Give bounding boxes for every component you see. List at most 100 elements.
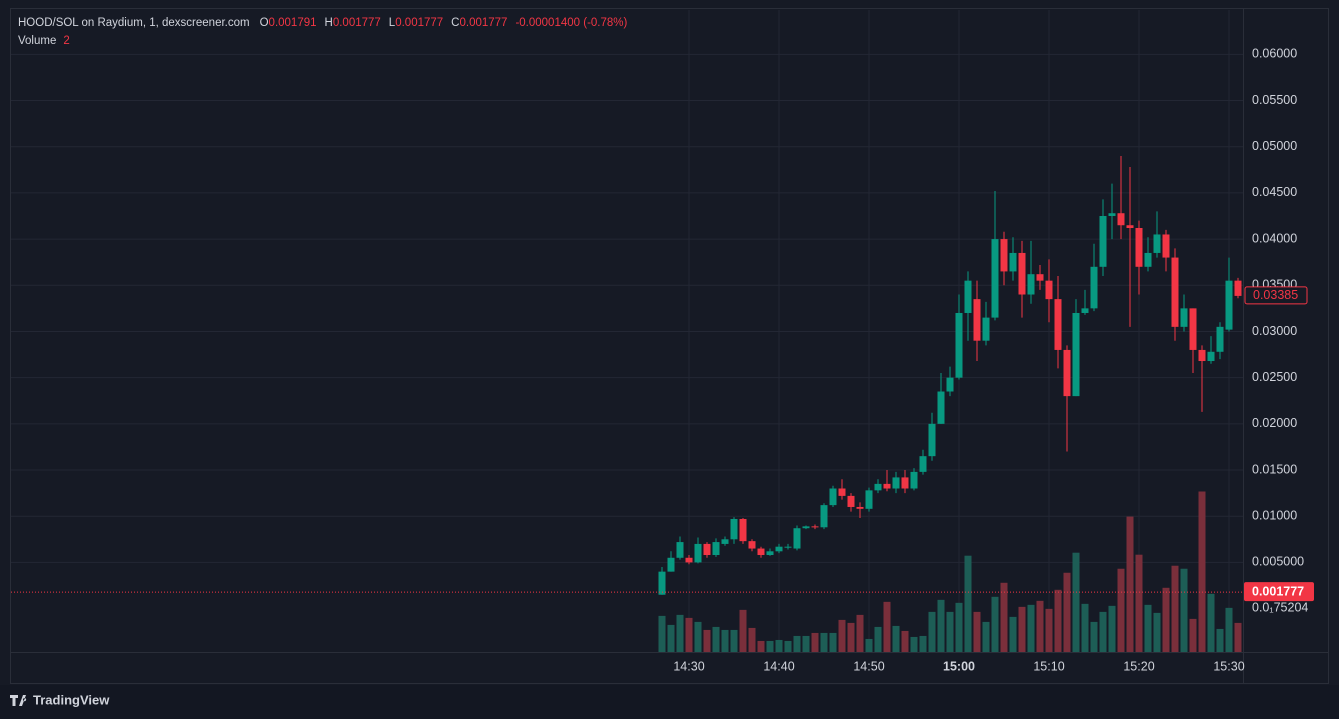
volume-bar bbox=[937, 599, 945, 652]
volume-bar bbox=[1234, 622, 1242, 652]
candle-body bbox=[766, 551, 774, 556]
candle-body bbox=[1189, 308, 1197, 350]
candle-body bbox=[1054, 299, 1062, 350]
label: O0.001791 bbox=[260, 17, 317, 29]
candle-body bbox=[775, 546, 783, 552]
volume-bar bbox=[1207, 593, 1215, 652]
candle-body bbox=[667, 557, 675, 572]
brand-name: TradingView bbox=[33, 692, 110, 707]
h-value: 0.001777 bbox=[332, 17, 381, 29]
change: -0.00001400 (-0.78%) bbox=[515, 17, 628, 29]
volume-bar bbox=[1225, 607, 1233, 652]
volume-bar bbox=[1108, 605, 1116, 652]
candle-body bbox=[856, 506, 864, 509]
candle-body bbox=[982, 317, 990, 341]
y-tick-label: 0.01000 bbox=[1252, 509, 1297, 523]
volume-bar bbox=[919, 635, 927, 652]
candle-body bbox=[1117, 213, 1125, 226]
y-tick-label: 0.05000 bbox=[1252, 139, 1297, 153]
candle-body bbox=[748, 541, 756, 549]
candle-body bbox=[1180, 308, 1188, 327]
volume-bar bbox=[775, 639, 783, 652]
y-tick-label: 0.005000 bbox=[1252, 555, 1304, 569]
volume-bar bbox=[1144, 604, 1152, 652]
volume-bar bbox=[901, 630, 909, 652]
candle-body bbox=[1126, 225, 1134, 229]
candle-body bbox=[1144, 252, 1152, 267]
volume-bar bbox=[1063, 572, 1071, 652]
volume-bar bbox=[847, 622, 855, 652]
candle-body bbox=[694, 543, 702, 563]
volume-bar bbox=[928, 611, 936, 652]
volume-bar bbox=[982, 621, 990, 652]
volume-bar bbox=[1135, 554, 1143, 652]
volume-bar bbox=[1000, 582, 1008, 652]
candle-body bbox=[883, 483, 891, 489]
candle-body bbox=[946, 377, 954, 392]
volume-bar bbox=[757, 640, 765, 652]
volume-bar bbox=[1126, 516, 1134, 652]
candle-body bbox=[1072, 312, 1080, 397]
volume-bar bbox=[739, 609, 747, 652]
volume-bar bbox=[1216, 628, 1224, 652]
volume-bar bbox=[1090, 621, 1098, 652]
y-tick-label: 0.01500 bbox=[1252, 462, 1297, 476]
volume-bar bbox=[1054, 589, 1062, 652]
y-tick-label: 0.02000 bbox=[1252, 416, 1297, 430]
candle-body bbox=[820, 505, 828, 528]
volume-scale-label: 0.0₁75204 bbox=[1252, 600, 1308, 614]
volume-bar bbox=[1027, 604, 1035, 652]
candle-body bbox=[1234, 280, 1242, 296]
chart-border bbox=[10, 8, 1329, 684]
candle-body bbox=[676, 542, 684, 558]
y-tick-label: 0.02500 bbox=[1252, 370, 1297, 384]
candle-body bbox=[847, 495, 855, 507]
label: C0.001777 bbox=[451, 17, 507, 29]
l-value: 0.001777 bbox=[395, 17, 444, 29]
volume-bar bbox=[658, 615, 666, 652]
candle-body bbox=[793, 528, 801, 549]
volume-bar bbox=[766, 640, 774, 652]
candle-body bbox=[1135, 228, 1143, 267]
volume-bar bbox=[1117, 568, 1125, 652]
volume-bar bbox=[676, 614, 684, 652]
candle-body bbox=[1162, 234, 1170, 258]
volume-bar bbox=[1045, 608, 1053, 652]
volume-bar bbox=[802, 635, 810, 652]
last-close-box bbox=[1244, 286, 1308, 305]
price-line-box bbox=[1244, 582, 1314, 602]
candle-body bbox=[973, 299, 981, 341]
candle-body bbox=[1216, 326, 1224, 352]
candle-body bbox=[811, 526, 819, 528]
y-tick-label: 0.03000 bbox=[1252, 324, 1297, 338]
volume-bar bbox=[703, 629, 711, 652]
candle-body bbox=[901, 477, 909, 489]
volume-bar bbox=[856, 614, 864, 652]
volume-bar bbox=[874, 626, 882, 652]
volume-bar bbox=[1189, 618, 1197, 652]
volume-bar bbox=[820, 632, 828, 652]
volume-bar bbox=[910, 636, 918, 652]
candle-body bbox=[1225, 280, 1233, 330]
candle-body bbox=[730, 518, 738, 540]
candle-body bbox=[685, 557, 693, 563]
last-close-label: 0.03385 bbox=[1253, 288, 1298, 302]
volume-bar bbox=[1198, 491, 1206, 652]
candle-body bbox=[1171, 257, 1179, 327]
candle-body bbox=[721, 539, 729, 544]
volume-bar bbox=[991, 596, 999, 652]
volume-bar bbox=[667, 624, 675, 652]
candle-body bbox=[712, 542, 720, 556]
volume-bar bbox=[1099, 611, 1107, 652]
candle-body bbox=[919, 456, 927, 472]
candle-body bbox=[1045, 280, 1053, 300]
brand-logo bbox=[10, 695, 27, 706]
candle-body bbox=[1018, 252, 1026, 295]
candle-body bbox=[937, 391, 945, 424]
x-tick-label: 15:00 bbox=[943, 659, 975, 673]
candle-body bbox=[1027, 274, 1035, 295]
volume-bar bbox=[694, 621, 702, 652]
volume-bar bbox=[1171, 565, 1179, 652]
x-tick-label: 14:30 bbox=[673, 659, 704, 673]
volume-bar bbox=[721, 629, 729, 652]
